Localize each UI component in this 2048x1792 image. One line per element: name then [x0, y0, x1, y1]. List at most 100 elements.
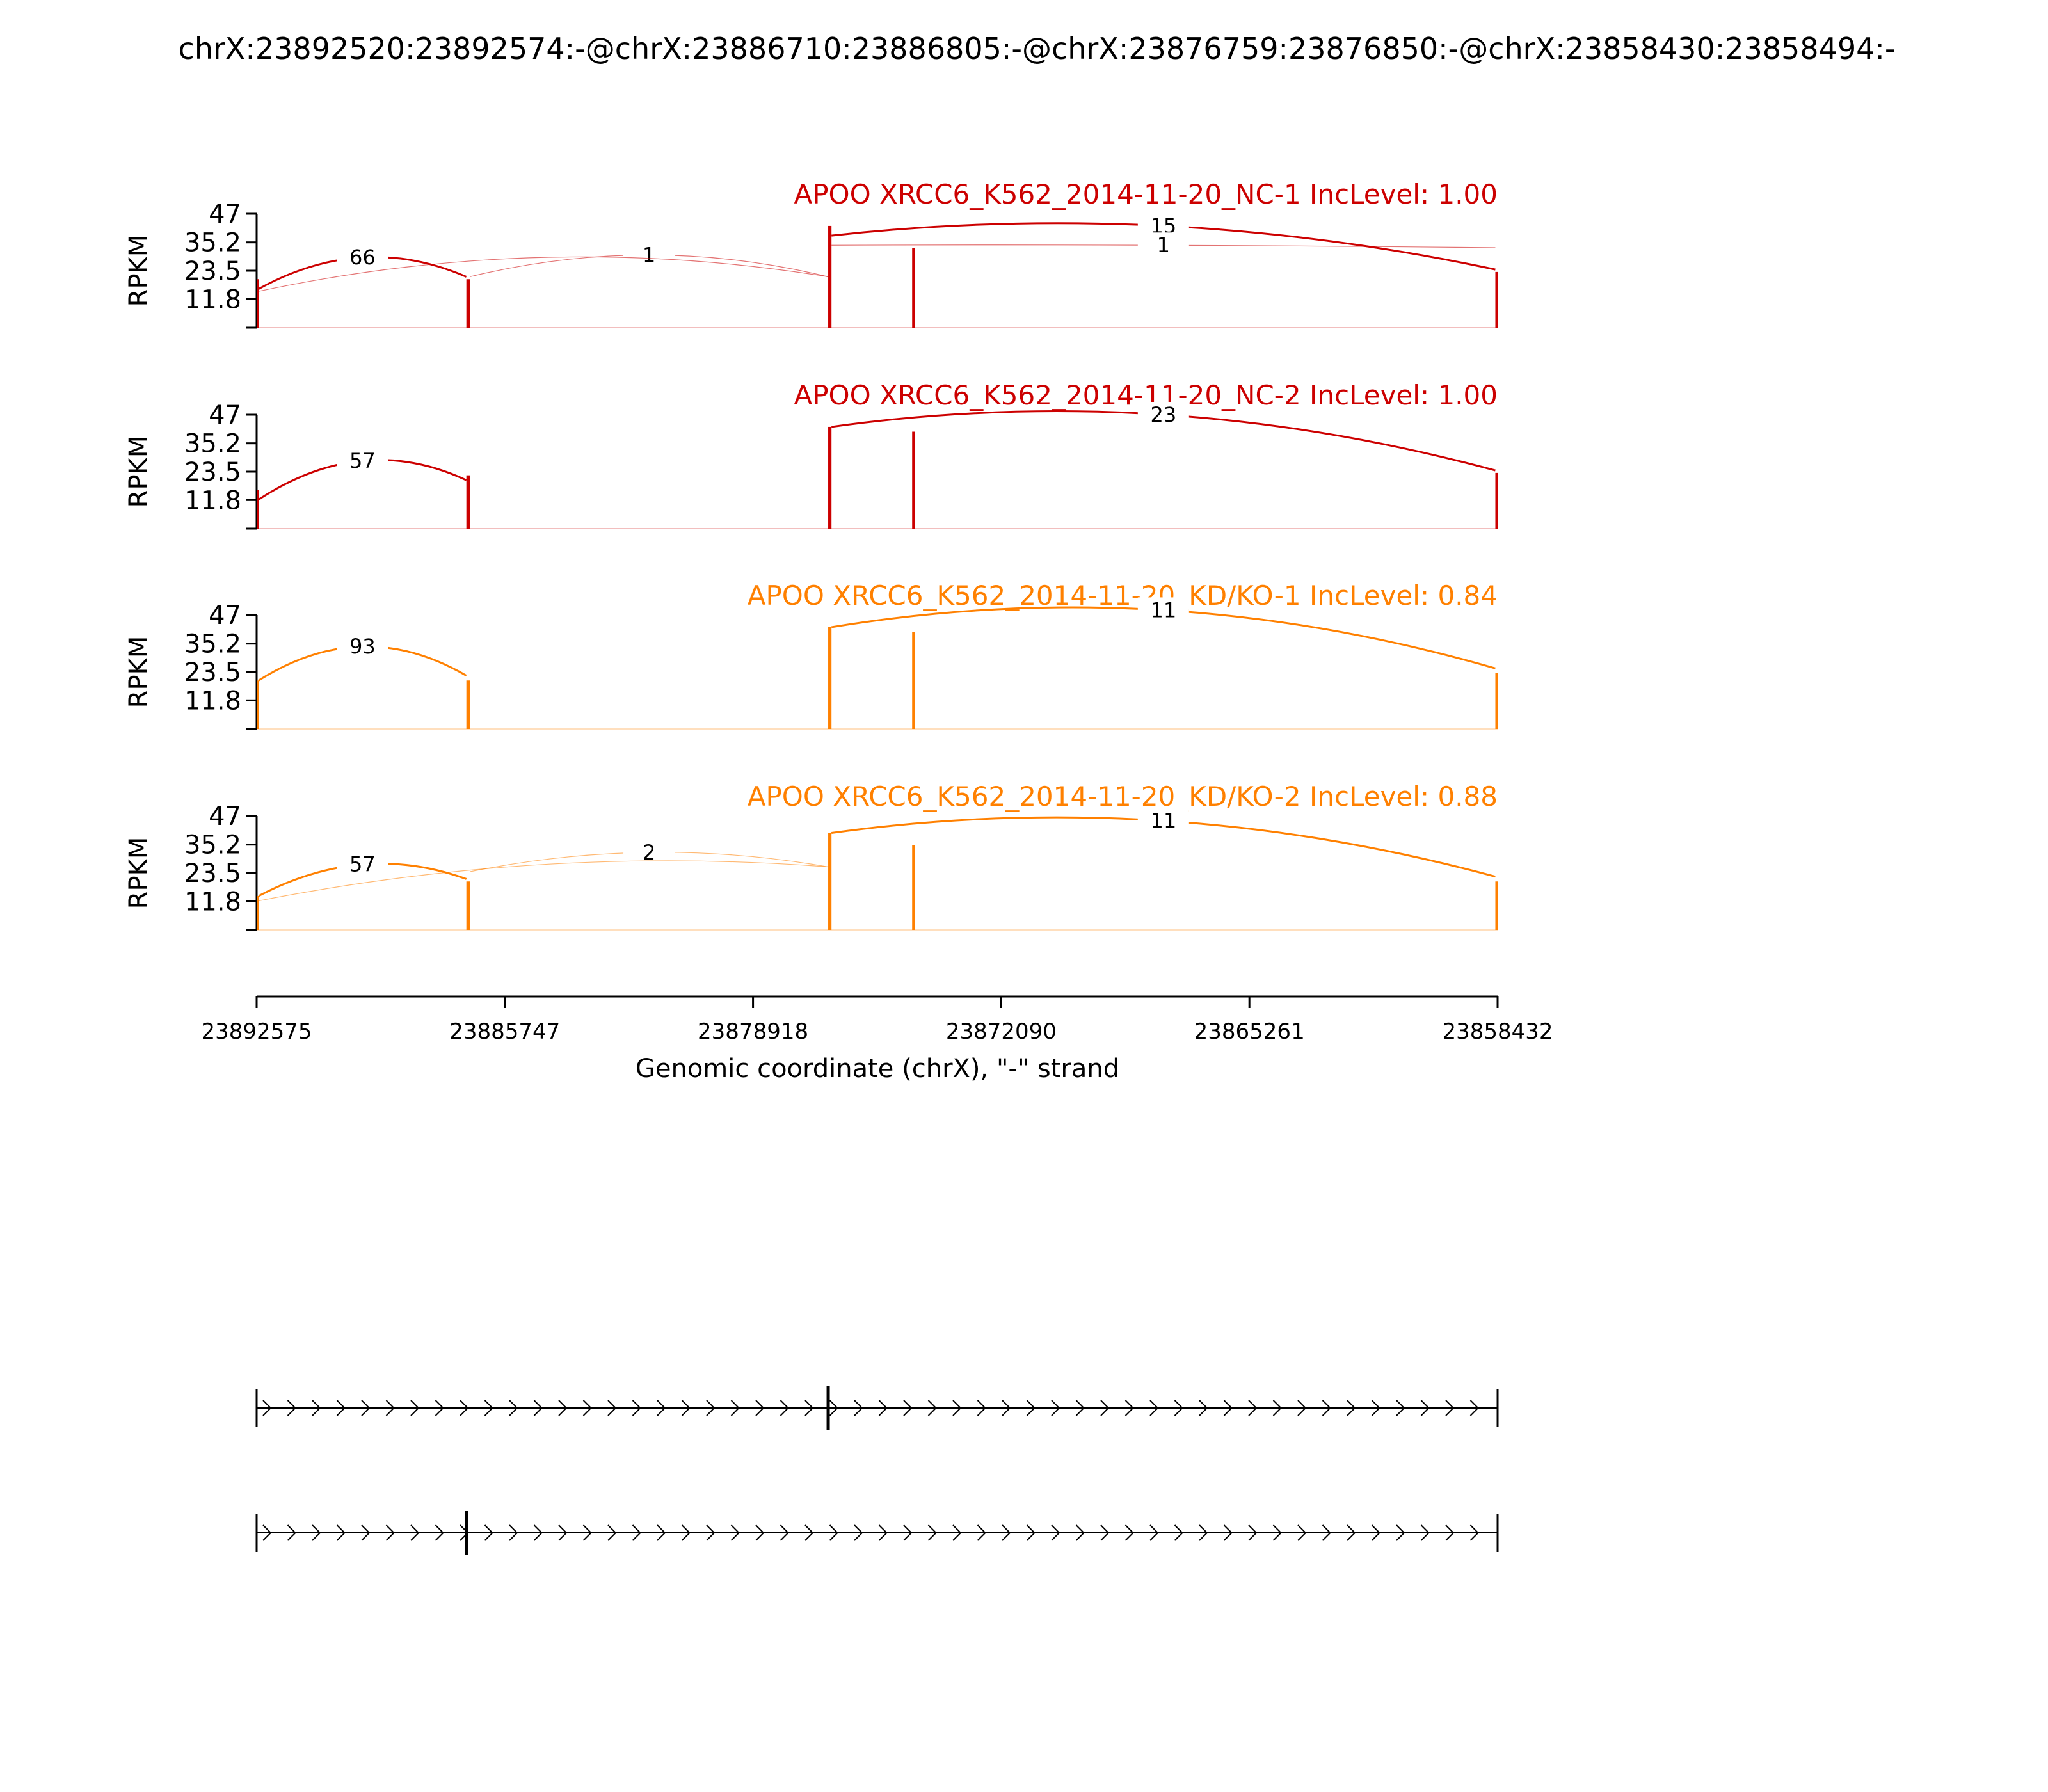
strand-arrow: [1297, 1524, 1307, 1541]
strand-arrow: [1002, 1524, 1011, 1541]
strand-arrow: [1297, 1400, 1307, 1416]
strand-arrow: [878, 1400, 888, 1416]
y-tick-label: 23.5: [184, 859, 241, 888]
strand-arrow: [1174, 1400, 1183, 1416]
strand-arrow: [780, 1524, 789, 1541]
junction-count-bg: [1137, 597, 1189, 623]
strand-arrow: [1272, 1400, 1282, 1416]
y-axis-label: RPKM: [124, 837, 154, 909]
strand-arrow: [460, 1400, 469, 1416]
coverage-bar: [466, 881, 470, 930]
strand-arrow: [1100, 1400, 1110, 1416]
strand-arrow: [1445, 1524, 1455, 1541]
strand-arrow: [952, 1524, 962, 1541]
strand-arrow: [903, 1400, 913, 1416]
panel-4: APOO XRCC6_K562_2014-11-20_KD/KO-2 IncLe…: [124, 781, 1498, 931]
strand-arrow: [607, 1400, 617, 1416]
y-tick-label: 47: [209, 802, 241, 831]
sashimi-panels: APOO XRCC6_K562_2014-11-20_NC-1 IncLevel…: [124, 179, 1498, 931]
junction-count-bg: [337, 851, 388, 877]
coverage-bar: [1495, 472, 1498, 529]
junction-arc: [259, 860, 829, 902]
strand-arrow: [509, 1400, 518, 1416]
strand-arrow: [804, 1524, 814, 1541]
panel-label: APOO XRCC6_K562_2014-11-20_KD/KO-1 IncLe…: [748, 580, 1498, 611]
y-axis-label: RPKM: [124, 235, 154, 307]
y-tick-label: 35.2: [184, 429, 241, 459]
strand-arrow: [952, 1400, 962, 1416]
coverage-bar: [828, 627, 832, 729]
x-tick-label: 23872090: [946, 1019, 1057, 1044]
coverage-bar: [466, 279, 470, 328]
strand-arrow: [287, 1524, 296, 1541]
strand-arrow: [1371, 1524, 1380, 1541]
strand-arrow: [681, 1400, 691, 1416]
junction-count: 11: [1150, 809, 1176, 833]
strand-arrow: [1149, 1524, 1159, 1541]
coverage-bar: [1495, 881, 1498, 930]
coverage-bar: [1495, 673, 1498, 729]
y-tick-label: 11.8: [184, 887, 241, 916]
strand-arrow: [287, 1400, 296, 1416]
strand-arrow: [878, 1524, 888, 1541]
y-tick-label: 35.2: [184, 228, 241, 258]
strand-arrow: [1174, 1524, 1183, 1541]
strand-arrow: [977, 1400, 986, 1416]
coverage-bar: [466, 475, 470, 529]
panel-1: APOO XRCC6_K562_2014-11-20_NC-1 IncLevel…: [124, 179, 1498, 329]
strand-arrow: [1199, 1524, 1208, 1541]
coverage-bar: [912, 632, 915, 729]
strand-arrow: [780, 1400, 789, 1416]
coverage-bar: [1495, 271, 1498, 328]
strand-arrow: [484, 1400, 493, 1416]
strand-arrow: [927, 1524, 937, 1541]
strand-arrow: [1469, 1524, 1479, 1541]
strand-arrow: [1199, 1400, 1208, 1416]
strand-arrow: [262, 1400, 272, 1416]
strand-arrow: [1124, 1524, 1134, 1541]
junction-count: 23: [1150, 403, 1176, 427]
strand-arrow: [706, 1524, 716, 1541]
strand-arrow: [804, 1400, 814, 1416]
coverage-bar: [257, 680, 259, 729]
strand-arrow: [1371, 1400, 1380, 1416]
coverage-bar: [257, 895, 259, 930]
coverage-bar: [257, 279, 259, 328]
strand-arrow: [1322, 1400, 1331, 1416]
strand-arrow: [829, 1400, 838, 1416]
strand-arrow: [1223, 1400, 1233, 1416]
junction-count: 2: [643, 840, 655, 865]
strand-arrow: [1223, 1524, 1233, 1541]
strand-arrow: [1051, 1524, 1060, 1541]
strand-arrow: [681, 1524, 691, 1541]
strand-arrow: [435, 1400, 444, 1416]
coverage-bar: [912, 431, 915, 529]
strand-arrow: [607, 1524, 617, 1541]
strand-arrow: [854, 1524, 863, 1541]
strand-arrow: [509, 1524, 518, 1541]
panel-3: APOO XRCC6_K562_2014-11-20_KD/KO-1 IncLe…: [124, 580, 1498, 730]
strand-arrow: [1420, 1524, 1430, 1541]
strand-arrow: [1396, 1524, 1405, 1541]
strand-arrow: [336, 1524, 346, 1541]
isoform-tracks: [255, 1386, 1499, 1555]
strand-arrow: [632, 1524, 641, 1541]
strand-arrow: [1002, 1400, 1011, 1416]
strand-arrow: [706, 1400, 716, 1416]
strand-arrow: [829, 1524, 838, 1541]
strand-arrow: [1347, 1400, 1356, 1416]
junction-count-bg: [1137, 402, 1189, 428]
strand-arrow: [484, 1524, 493, 1541]
coverage-bar: [828, 426, 832, 529]
strand-arrow: [558, 1400, 568, 1416]
strand-arrow: [1248, 1524, 1258, 1541]
y-tick-label: 23.5: [184, 257, 241, 286]
junction-count: 66: [349, 245, 376, 269]
y-tick-label: 47: [209, 200, 241, 229]
junction-count-bg: [337, 244, 388, 271]
strand-arrow: [312, 1524, 321, 1541]
strand-arrow: [1347, 1524, 1356, 1541]
isoform-inclusion: [255, 1386, 1499, 1430]
junction-count-bg: [1137, 232, 1189, 259]
